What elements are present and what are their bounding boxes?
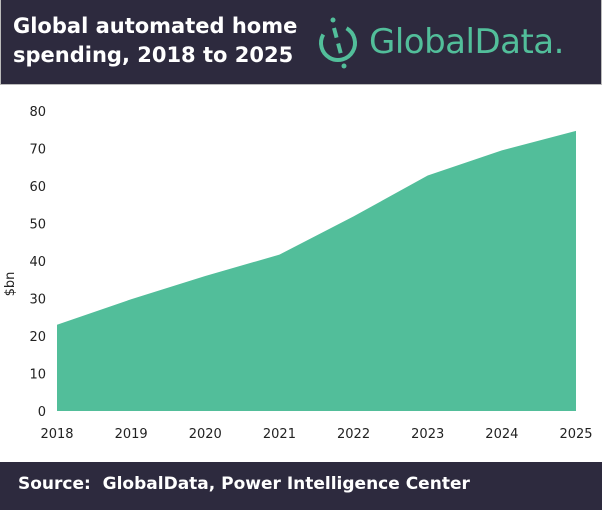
- globaldata-logo: GlobalData.: [313, 14, 564, 70]
- x-tick-label: 2024: [485, 427, 518, 442]
- x-tick-label: 2025: [559, 427, 592, 442]
- source-note: Source: GlobalData, Power Intelligence C…: [18, 474, 470, 494]
- y-tick-label: 10: [29, 368, 46, 383]
- x-tick-label: 2021: [263, 427, 296, 442]
- y-tick-label: 30: [29, 293, 46, 308]
- area-series: [57, 130, 576, 411]
- globaldata-logo-icon: [319, 17, 357, 69]
- x-tick-label: 2020: [189, 427, 222, 442]
- y-tick-label: 80: [29, 105, 46, 120]
- x-tick-label: 2022: [337, 427, 370, 442]
- y-tick-label: 60: [29, 180, 46, 195]
- y-tick-label: 50: [29, 218, 46, 233]
- x-tick-label: 2019: [115, 427, 148, 442]
- chart-header: Global automated home spending, 2018 to …: [0, 0, 602, 85]
- y-tick-label: 70: [29, 143, 46, 158]
- x-tick-label: 2018: [40, 427, 73, 442]
- chart-title: Global automated home spending, 2018 to …: [13, 14, 298, 67]
- y-axis-label: $bn: [3, 272, 18, 297]
- y-tick-label: 20: [29, 330, 46, 345]
- chart-footer: Source: GlobalData, Power Intelligence C…: [0, 462, 602, 510]
- y-tick-label: 40: [29, 255, 46, 270]
- x-tick-label: 2023: [411, 427, 444, 442]
- y-tick-label: 0: [38, 405, 46, 420]
- logo-text: GlobalData.: [369, 22, 564, 62]
- area-chart: 0 10 20 30 40 50 60 70 80 2018 2019 2020 2021 2022 20…: [3, 105, 593, 442]
